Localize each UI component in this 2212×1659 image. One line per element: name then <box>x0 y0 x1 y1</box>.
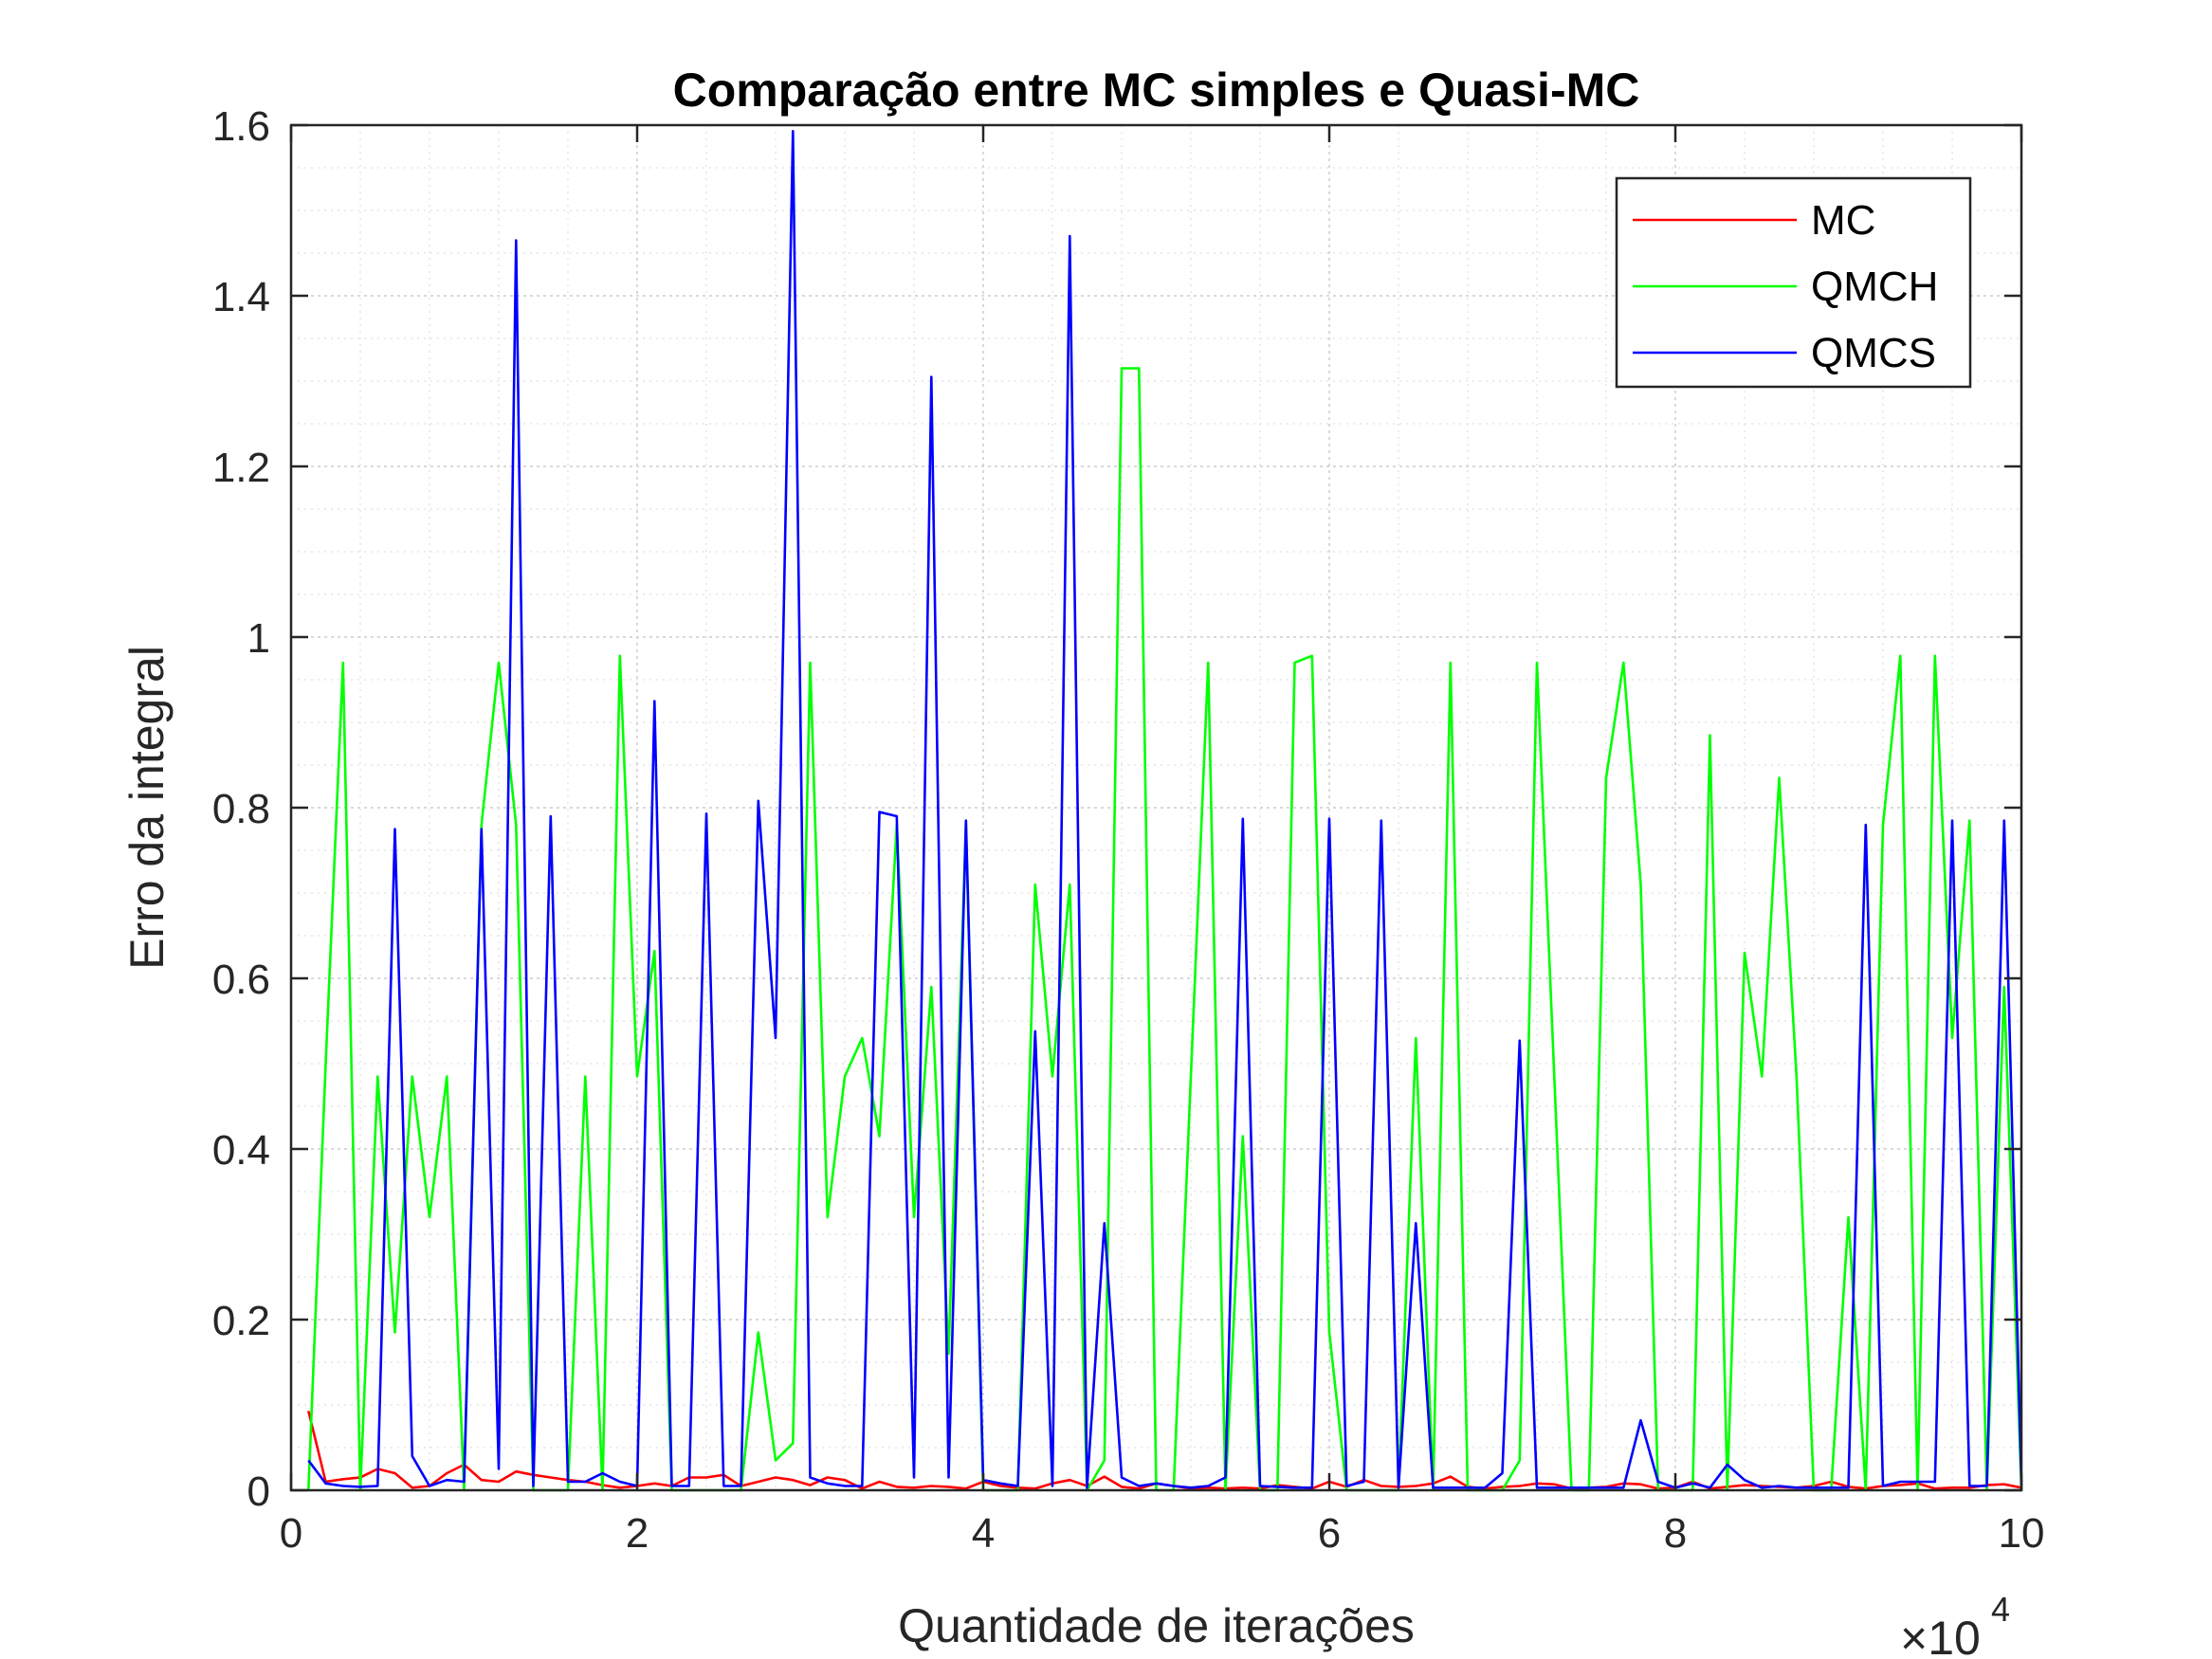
y-tick-labels: 0 0.2 0.4 0.6 0.8 1 1.2 1.4 1.6 <box>212 103 270 1515</box>
x-exponent-label: ×10 4 <box>1900 1590 2010 1659</box>
y-tick-label: 0 <box>247 1468 270 1515</box>
x-tick-label: 8 <box>1664 1510 1687 1557</box>
legend: MC QMCH QMCS <box>1615 176 1972 389</box>
chart-title: Comparação entre MC simples e Quasi-MC <box>673 64 1640 117</box>
x-tick-label: 2 <box>626 1510 649 1557</box>
legend-label-mc: MC <box>1811 197 1875 244</box>
x-tick-label: 6 <box>1318 1510 1341 1557</box>
x-exponent-power: 4 <box>1991 1590 2010 1629</box>
x-tick-label: 10 <box>1999 1510 2045 1557</box>
y-tick-label: 1.6 <box>212 103 270 150</box>
y-tick-label: 0.4 <box>212 1127 270 1174</box>
x-exponent-base: ×10 <box>1900 1612 1981 1659</box>
y-tick-label: 0.8 <box>212 786 270 832</box>
series-line-qmcs <box>307 130 2023 1489</box>
legend-label-qmcs: QMCS <box>1811 330 1936 376</box>
x-tick-label: 4 <box>972 1510 995 1557</box>
y-tick-label: 1.4 <box>212 274 270 320</box>
y-tick-label: 0.6 <box>212 957 270 1003</box>
y-axis-label: Erro da integral <box>120 646 174 970</box>
x-tick-labels: 0 2 4 6 8 10 <box>280 1510 2045 1557</box>
x-axis-label: Quantidade de iterações <box>898 1599 1415 1652</box>
y-tick-label: 0.2 <box>212 1298 270 1344</box>
x-tick-label: 0 <box>280 1510 302 1557</box>
y-tick-label: 1 <box>247 615 270 662</box>
legend-label-qmch: QMCH <box>1811 264 1938 310</box>
axis-ticks <box>289 123 2023 1492</box>
y-tick-label: 1.2 <box>212 445 270 491</box>
